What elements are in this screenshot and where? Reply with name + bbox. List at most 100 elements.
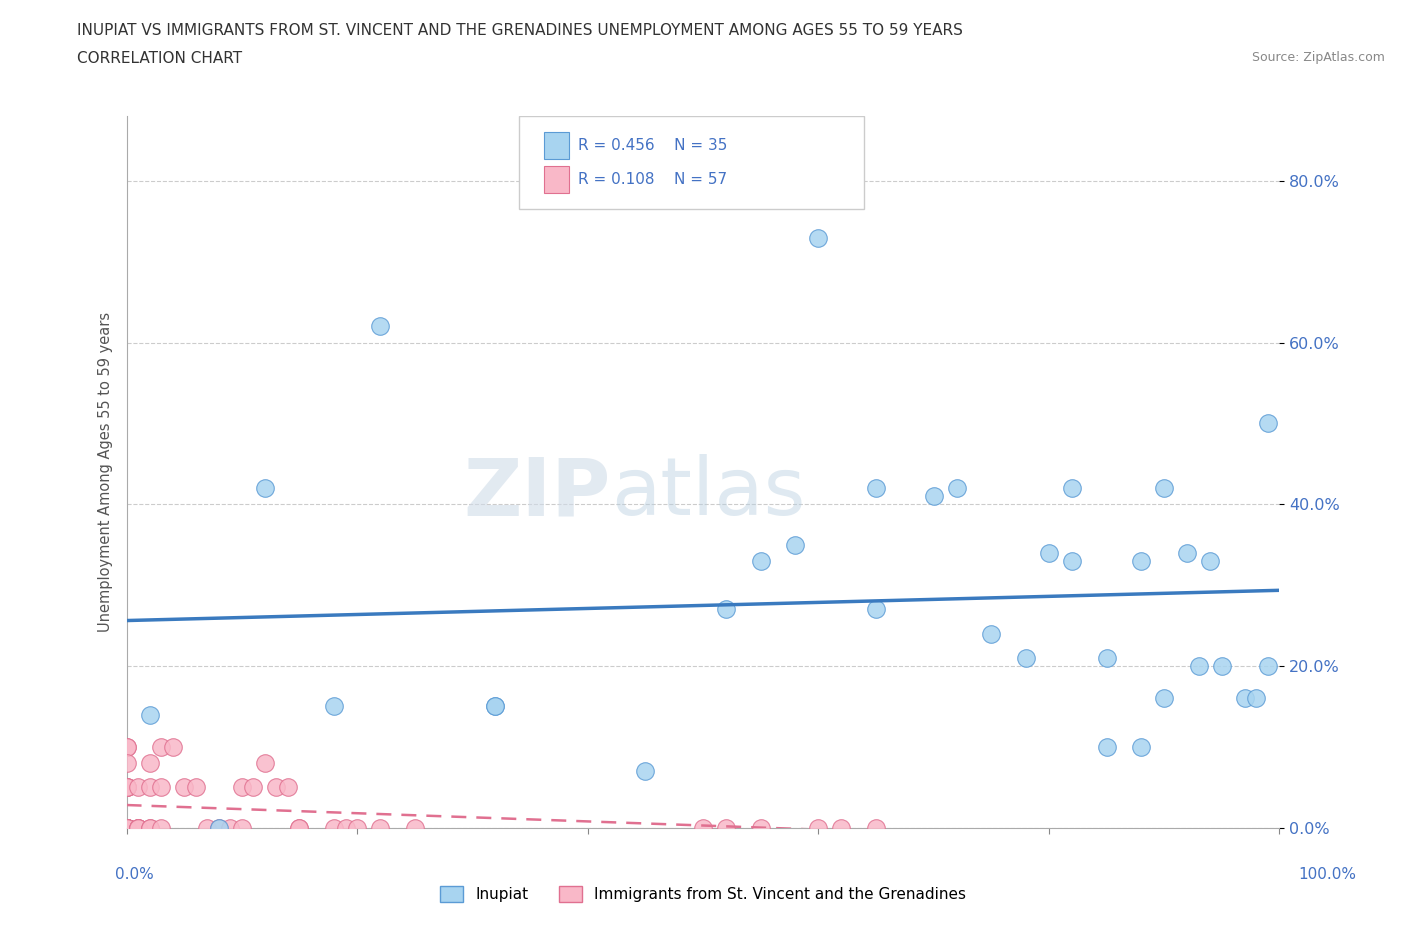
Point: [484, 699, 506, 714]
Point: [115, 780, 138, 795]
Point: [1015, 650, 1038, 665]
Point: [830, 820, 852, 835]
Point: [692, 820, 714, 835]
Point: [115, 820, 138, 835]
Point: [115, 820, 138, 835]
Point: [138, 780, 160, 795]
Point: [219, 820, 242, 835]
Point: [115, 820, 138, 835]
Point: [1130, 553, 1153, 568]
Point: [1188, 658, 1211, 673]
Text: 100.0%: 100.0%: [1299, 867, 1357, 882]
Text: Source: ZipAtlas.com: Source: ZipAtlas.com: [1251, 51, 1385, 64]
Bar: [544, 132, 569, 159]
Point: [277, 780, 299, 795]
Point: [749, 820, 772, 835]
Text: ZIP: ZIP: [464, 455, 610, 532]
Point: [115, 820, 138, 835]
Point: [945, 481, 967, 496]
Point: [1095, 739, 1118, 754]
Point: [1257, 658, 1279, 673]
Point: [865, 602, 887, 617]
Point: [1199, 553, 1222, 568]
Point: [484, 699, 506, 714]
Point: [242, 780, 264, 795]
Text: 0.0%: 0.0%: [115, 867, 155, 882]
Bar: [544, 166, 569, 193]
Point: [714, 602, 737, 617]
Point: [127, 780, 149, 795]
Point: [115, 820, 138, 835]
Text: INUPIAT VS IMMIGRANTS FROM ST. VINCENT AND THE GRENADINES UNEMPLOYMENT AMONG AGE: INUPIAT VS IMMIGRANTS FROM ST. VINCENT A…: [77, 23, 963, 38]
Point: [1233, 691, 1256, 706]
Point: [1211, 658, 1233, 673]
Point: [127, 820, 149, 835]
Point: [127, 820, 149, 835]
Point: [323, 820, 346, 835]
Point: [807, 820, 830, 835]
FancyBboxPatch shape: [519, 116, 865, 208]
Point: [323, 699, 346, 714]
Point: [184, 780, 207, 795]
Point: [368, 820, 391, 835]
Point: [115, 820, 138, 835]
Point: [162, 739, 184, 754]
Point: [115, 820, 138, 835]
Point: [138, 707, 160, 722]
Point: [127, 820, 149, 835]
Point: [922, 489, 945, 504]
Point: [1095, 650, 1118, 665]
Point: [115, 820, 138, 835]
Point: [127, 820, 149, 835]
Point: [208, 820, 231, 835]
Text: R = 0.108    N = 57: R = 0.108 N = 57: [578, 172, 728, 187]
Text: R = 0.456    N = 35: R = 0.456 N = 35: [578, 138, 728, 153]
Point: [980, 626, 1002, 641]
Point: [288, 820, 311, 835]
Point: [1246, 691, 1268, 706]
Point: [1257, 416, 1279, 431]
Point: [1060, 481, 1083, 496]
Point: [1060, 553, 1083, 568]
Point: [195, 820, 218, 835]
Point: [266, 780, 288, 795]
Point: [865, 481, 887, 496]
Point: [404, 820, 426, 835]
Point: [115, 820, 138, 835]
Point: [231, 820, 253, 835]
Point: [138, 820, 160, 835]
Point: [115, 820, 138, 835]
Point: [115, 780, 138, 795]
Point: [865, 820, 887, 835]
Point: [115, 820, 138, 835]
Point: [714, 820, 737, 835]
Y-axis label: Unemployment Among Ages 55 to 59 years: Unemployment Among Ages 55 to 59 years: [97, 312, 112, 632]
Point: [115, 739, 138, 754]
Point: [346, 820, 368, 835]
Point: [115, 820, 138, 835]
Point: [115, 780, 138, 795]
Point: [368, 319, 391, 334]
Point: [749, 553, 772, 568]
Point: [115, 820, 138, 835]
Point: [634, 764, 657, 778]
Point: [115, 780, 138, 795]
Point: [150, 820, 173, 835]
Point: [807, 230, 830, 245]
Point: [335, 820, 357, 835]
Point: [150, 780, 173, 795]
Point: [1130, 739, 1153, 754]
Point: [253, 755, 276, 770]
Point: [208, 820, 231, 835]
Point: [138, 820, 160, 835]
Point: [1175, 545, 1198, 560]
Point: [1153, 691, 1175, 706]
Legend: Inupiat, Immigrants from St. Vincent and the Grenadines: Inupiat, Immigrants from St. Vincent and…: [434, 880, 972, 909]
Point: [138, 755, 160, 770]
Point: [288, 820, 311, 835]
Point: [115, 755, 138, 770]
Point: [231, 780, 253, 795]
Point: [1038, 545, 1060, 560]
Point: [115, 739, 138, 754]
Text: atlas: atlas: [610, 455, 806, 532]
